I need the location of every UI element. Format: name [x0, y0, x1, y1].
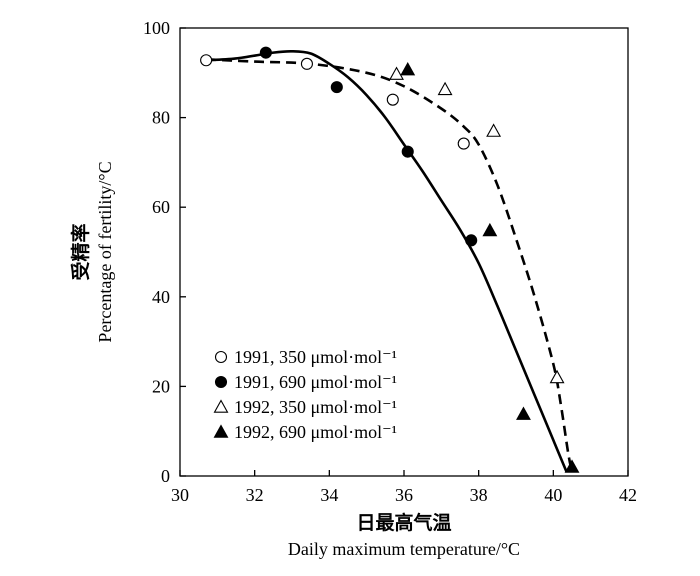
data-point-open-triangle — [437, 81, 453, 96]
data-point-filled-triangle — [564, 459, 580, 473]
fit-curves — [206, 49, 574, 473]
solid-fit-curve — [206, 49, 568, 473]
y-tick-label: 80 — [152, 108, 170, 128]
x-axis-label-en: Daily maximum temperature/°C — [288, 539, 520, 559]
legend-label: 1992, 350 μmol·mol⁻¹ — [234, 397, 397, 417]
data-points — [200, 46, 580, 473]
data-point-filled-circle — [259, 46, 272, 59]
dashed-fit-curve — [206, 58, 574, 472]
x-tick-label: 36 — [395, 485, 413, 505]
x-tick-label: 34 — [320, 485, 338, 505]
data-point-open-triangle — [549, 369, 565, 384]
x-tick-label: 42 — [619, 485, 637, 505]
data-point-open-circle — [200, 54, 213, 67]
legend-label: 1992, 690 μmol·mol⁻¹ — [234, 422, 397, 442]
data-point-filled-triangle — [400, 62, 416, 76]
x-tick-label: 40 — [544, 485, 562, 505]
x-axis-label-cn: 日最高气温 — [356, 511, 451, 534]
x-tick-label: 30 — [171, 485, 189, 505]
data-point-open-triangle — [486, 123, 502, 137]
legend-label: 1991, 350 μmol·mol⁻¹ — [234, 347, 397, 367]
data-point-filled-circle — [330, 81, 343, 94]
legend-marker-open-circle — [214, 350, 228, 364]
legend: 1991, 350 μmol·mol⁻¹ 1991, 690 μmol·mol⁻¹… — [213, 347, 397, 442]
legend-label: 1991, 690 μmol·mol⁻¹ — [234, 372, 397, 392]
x-tick-label: 38 — [470, 485, 488, 505]
y-tick-label: 20 — [152, 376, 170, 396]
data-point-filled-circle — [465, 234, 478, 247]
data-point-open-circle — [300, 57, 313, 70]
y-tick-label: 40 — [152, 287, 170, 307]
data-point-filled-triangle — [482, 222, 498, 237]
legend-marker-open-triangle — [213, 399, 229, 413]
data-point-open-circle — [457, 137, 470, 150]
legend-marker-filled-triangle — [213, 424, 229, 438]
data-point-open-circle — [386, 93, 399, 106]
data-point-filled-triangle — [516, 406, 531, 420]
y-tick-label: 100 — [143, 18, 170, 38]
y-tick-label: 60 — [152, 197, 170, 217]
axis-ticks: 30 32 34 36 38 40 42 0 20 40 60 80 100 — [143, 18, 637, 505]
y-axis-label-en: Percentage of fertility/°C — [95, 161, 115, 342]
data-point-filled-circle — [401, 145, 414, 158]
y-axis-label-cn: 受精率 — [69, 223, 92, 280]
legend-marker-filled-circle — [214, 375, 228, 389]
x-tick-label: 32 — [246, 485, 264, 505]
data-point-open-triangle — [389, 66, 404, 80]
y-tick-label: 0 — [161, 466, 170, 486]
